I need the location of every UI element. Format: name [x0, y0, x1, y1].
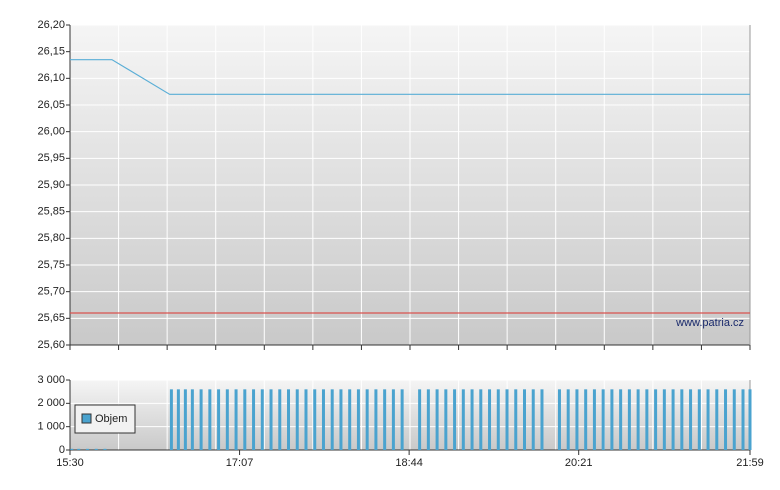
y-tick-label: 25,85	[37, 206, 65, 218]
volume-bar	[575, 389, 579, 450]
y-tick-label: 26,05	[37, 99, 65, 111]
volume-bar	[636, 389, 640, 450]
volume-bar	[453, 389, 457, 450]
volume-bar	[619, 389, 623, 450]
volume-bar	[496, 389, 500, 450]
y-tick-label: 26,00	[37, 126, 65, 138]
volume-bar	[103, 448, 107, 450]
volume-bar	[330, 389, 334, 450]
x-tick-label: 17:07	[226, 457, 254, 469]
volume-bar	[225, 389, 229, 450]
volume-bar	[85, 448, 89, 450]
volume-bar	[697, 389, 701, 450]
volume-bar	[748, 389, 752, 450]
y-tick-label: 26,10	[37, 72, 65, 84]
volume-bar	[313, 389, 317, 450]
volume-bar	[540, 389, 544, 450]
volume-bar	[706, 389, 710, 450]
volume-bar	[94, 448, 98, 450]
y-tick-label: 26,20	[37, 19, 65, 31]
volume-bar	[176, 389, 180, 450]
volume-bar	[426, 389, 430, 450]
volume-bar	[243, 389, 247, 450]
volume-bar	[400, 389, 404, 450]
y-tick-label: 26,15	[37, 46, 65, 58]
x-tick-label: 21:59	[736, 457, 764, 469]
y-tick-label: 1 000	[37, 421, 65, 433]
volume-bar	[199, 389, 203, 450]
volume-bar	[217, 389, 221, 450]
volume-bar	[77, 448, 81, 450]
y-tick-label: 25,70	[37, 286, 65, 298]
volume-bar	[208, 389, 212, 450]
volume-bar	[715, 389, 719, 450]
x-tick-label: 15:30	[56, 457, 84, 469]
volume-bar	[391, 389, 395, 450]
volume-bar	[479, 389, 483, 450]
volume-bar	[252, 389, 256, 450]
y-tick-label: 0	[59, 444, 65, 456]
legend-swatch	[81, 413, 92, 424]
volume-bar	[592, 389, 596, 450]
volume-bar	[732, 389, 736, 450]
y-tick-label: 25,75	[37, 259, 65, 271]
volume-bar	[269, 389, 273, 450]
volume-bar	[234, 389, 238, 450]
y-tick-label: 2 000	[37, 397, 65, 409]
volume-bar	[522, 389, 526, 450]
volume-bar	[601, 389, 605, 450]
volume-bar	[671, 389, 675, 450]
volume-bar	[374, 389, 378, 450]
volume-bar	[584, 389, 588, 450]
volume-bar	[70, 448, 74, 450]
volume-bar	[348, 389, 352, 450]
volume-bar	[531, 389, 535, 450]
volume-bar	[662, 389, 666, 450]
volume-bar	[461, 389, 465, 450]
legend: Objem	[74, 404, 136, 434]
volume-bar	[566, 389, 570, 450]
volume-bar	[557, 389, 561, 450]
volume-bar	[321, 389, 325, 450]
volume-bar	[260, 389, 264, 450]
y-tick-label: 25,90	[37, 179, 65, 191]
volume-bar	[488, 389, 492, 450]
volume-bar	[287, 389, 291, 450]
x-tick-label: 18:44	[395, 457, 423, 469]
volume-bar	[680, 389, 684, 450]
y-tick-label: 25,60	[37, 339, 65, 351]
volume-bar	[724, 389, 728, 450]
y-tick-label: 25,65	[37, 312, 65, 324]
volume-bar	[741, 389, 745, 450]
volume-bar	[278, 389, 282, 450]
volume-bar	[514, 389, 518, 450]
volume-bar	[418, 389, 422, 450]
volume-bar	[190, 389, 194, 450]
volume-bar	[383, 389, 387, 450]
volume-bar	[304, 389, 308, 450]
y-tick-label: 25,95	[37, 152, 65, 164]
volume-bar	[444, 389, 448, 450]
y-tick-label: 25,80	[37, 232, 65, 244]
volume-bar	[295, 389, 299, 450]
volume-bar	[645, 389, 649, 450]
volume-bar	[654, 389, 658, 450]
volume-bar	[339, 389, 343, 450]
x-tick-label: 20:21	[565, 457, 593, 469]
volume-bar	[627, 389, 631, 450]
volume-bar	[169, 389, 173, 450]
watermark: www.patria.cz	[675, 317, 744, 329]
legend-label: Objem	[95, 413, 127, 425]
volume-bar	[689, 389, 693, 450]
y-tick-label: 3 000	[37, 374, 65, 386]
volume-bar	[505, 389, 509, 450]
price-line	[70, 59, 750, 95]
volume-bar	[470, 389, 474, 450]
volume-bar	[365, 389, 369, 450]
volume-bar	[356, 389, 360, 450]
volume-bar	[183, 389, 187, 450]
volume-bar	[610, 389, 614, 450]
volume-bar	[435, 389, 439, 450]
